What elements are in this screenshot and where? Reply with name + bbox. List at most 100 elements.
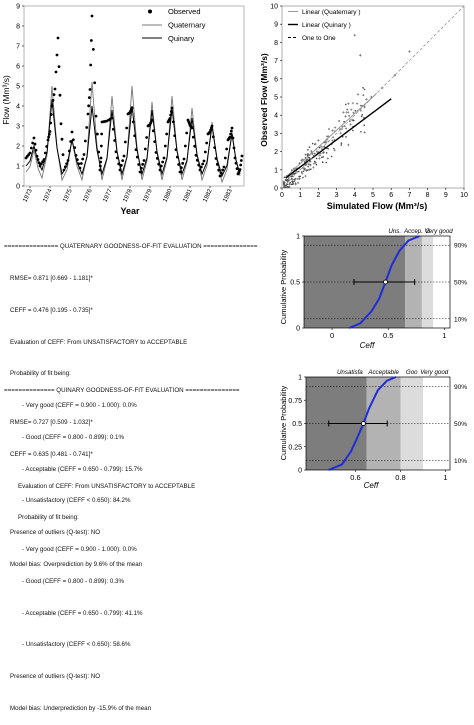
observed-point — [60, 137, 64, 141]
y-tick-label: 5 — [16, 84, 20, 91]
report-rmse: RMSE= 0.727 [0.509 - 1.032]* — [10, 418, 93, 426]
scatter-point — [307, 163, 310, 165]
scatter-point — [360, 104, 362, 107]
cdf-ylabel: Cumulative Probability — [279, 249, 288, 324]
scatter-point — [322, 156, 324, 158]
x-tick-label: 1976 — [82, 187, 94, 203]
scatter-point — [331, 139, 334, 142]
observed-point — [46, 138, 50, 142]
scatter-point — [356, 93, 360, 96]
y-tick-label: 4 — [16, 104, 20, 111]
observed-point — [54, 70, 58, 74]
observed-point — [85, 126, 89, 129]
observed-point — [88, 88, 92, 91]
observed-point — [47, 135, 51, 139]
report-very-good: - Very good (CEFF = 0.900 - 1.000): 0.0% — [22, 546, 137, 554]
y-tick-label: 0 — [298, 468, 302, 475]
scatter-point — [363, 88, 366, 91]
observed-point — [67, 149, 71, 153]
scatter-point — [287, 186, 289, 188]
scatter-point — [293, 179, 296, 183]
observed-point — [91, 47, 95, 51]
x-tick-label: 0.6 — [350, 473, 360, 482]
x-tick-label: 1 — [443, 473, 447, 482]
observed-point — [225, 147, 229, 151]
scatter-point — [285, 186, 288, 188]
scatter-point — [325, 152, 328, 154]
timeseries-chart: 0 1 2 3 4 5 6 7 8 9 1973 1974 1975 1976 1977 1978 1979 19… — [1, 4, 245, 216]
observed-point — [179, 166, 183, 170]
observed-point — [81, 157, 85, 161]
observed-point — [111, 127, 115, 131]
observed-point — [153, 140, 157, 144]
observed-point — [57, 65, 61, 68]
observed-point — [139, 166, 143, 170]
observed-point — [145, 136, 149, 139]
scatter-point — [363, 124, 365, 127]
observed-point — [235, 167, 239, 171]
report-ceff: CEFF = 0.635 [0.481 - 0.741]* — [10, 450, 93, 458]
scatter-line-quinary — [285, 98, 392, 179]
scatter-point — [283, 185, 287, 189]
zone-label: Very good — [425, 228, 454, 235]
cdf-xlabel: Ceff — [364, 481, 379, 490]
observed-point — [221, 168, 225, 172]
observed-point — [87, 104, 91, 108]
scatter-point — [328, 128, 330, 130]
scatter-point — [290, 175, 293, 178]
scatter-point — [311, 152, 314, 156]
observed-point — [33, 142, 37, 146]
report-evaluation: Evaluation of CEFF: From UNSATISFACTORY … — [18, 482, 196, 490]
observed-point — [61, 153, 65, 157]
observed-point — [211, 135, 215, 139]
observed-point — [83, 139, 87, 143]
zone-label: Very good — [420, 369, 449, 376]
scatter-point — [284, 179, 287, 181]
zone-band — [423, 377, 446, 470]
scatter-point — [299, 175, 301, 178]
observed-point — [217, 168, 221, 172]
x-tick-label: 10 — [460, 192, 468, 199]
observed-point — [79, 162, 83, 165]
scatter-point — [314, 161, 317, 165]
observed-point — [74, 154, 78, 157]
y-tick-label: 1 — [16, 164, 20, 171]
x-tick-label: 1975 — [62, 187, 74, 203]
scatter-point — [307, 153, 309, 155]
observed-point — [154, 151, 158, 154]
percent-label: 50% — [454, 280, 467, 287]
observed-point — [86, 112, 90, 116]
observed-point — [214, 157, 218, 160]
scatter-point — [345, 111, 348, 114]
zone-label: G — [425, 228, 430, 235]
report-rmse: RMSE= 0.871 [0.669 - 1.181]* — [10, 274, 93, 282]
quaternary-line — [25, 81, 241, 184]
scatter-point — [326, 157, 330, 160]
scatter-point — [315, 163, 318, 166]
observed-point — [165, 132, 169, 136]
observed-point — [229, 129, 233, 133]
scatter-point — [352, 129, 354, 132]
scatter-point — [342, 111, 345, 114]
scatter-point — [307, 169, 309, 171]
scatter-point — [286, 180, 289, 183]
observed-point — [73, 146, 77, 150]
scatter-point — [306, 158, 308, 161]
observed-point — [118, 168, 122, 172]
observed-point — [37, 161, 41, 165]
scatter-point — [359, 109, 363, 112]
observed-point — [115, 156, 119, 160]
observed-point — [213, 146, 217, 150]
observed-point — [70, 130, 74, 134]
y-tick-label: 0 — [16, 184, 20, 191]
observed-point — [183, 144, 187, 148]
timeseries-series — [24, 14, 244, 184]
legend-label: Linear (Quaternary ) — [302, 9, 361, 16]
y-tick-label: 7 — [16, 44, 20, 51]
scatter-point — [344, 115, 347, 118]
x-tick-label: 0.5 — [383, 331, 393, 340]
observed-point — [203, 150, 207, 154]
observed-point — [53, 87, 57, 91]
scatter-xlabel: Simulated Flow (Mm³/s) — [327, 201, 428, 211]
observed-point — [199, 165, 203, 169]
